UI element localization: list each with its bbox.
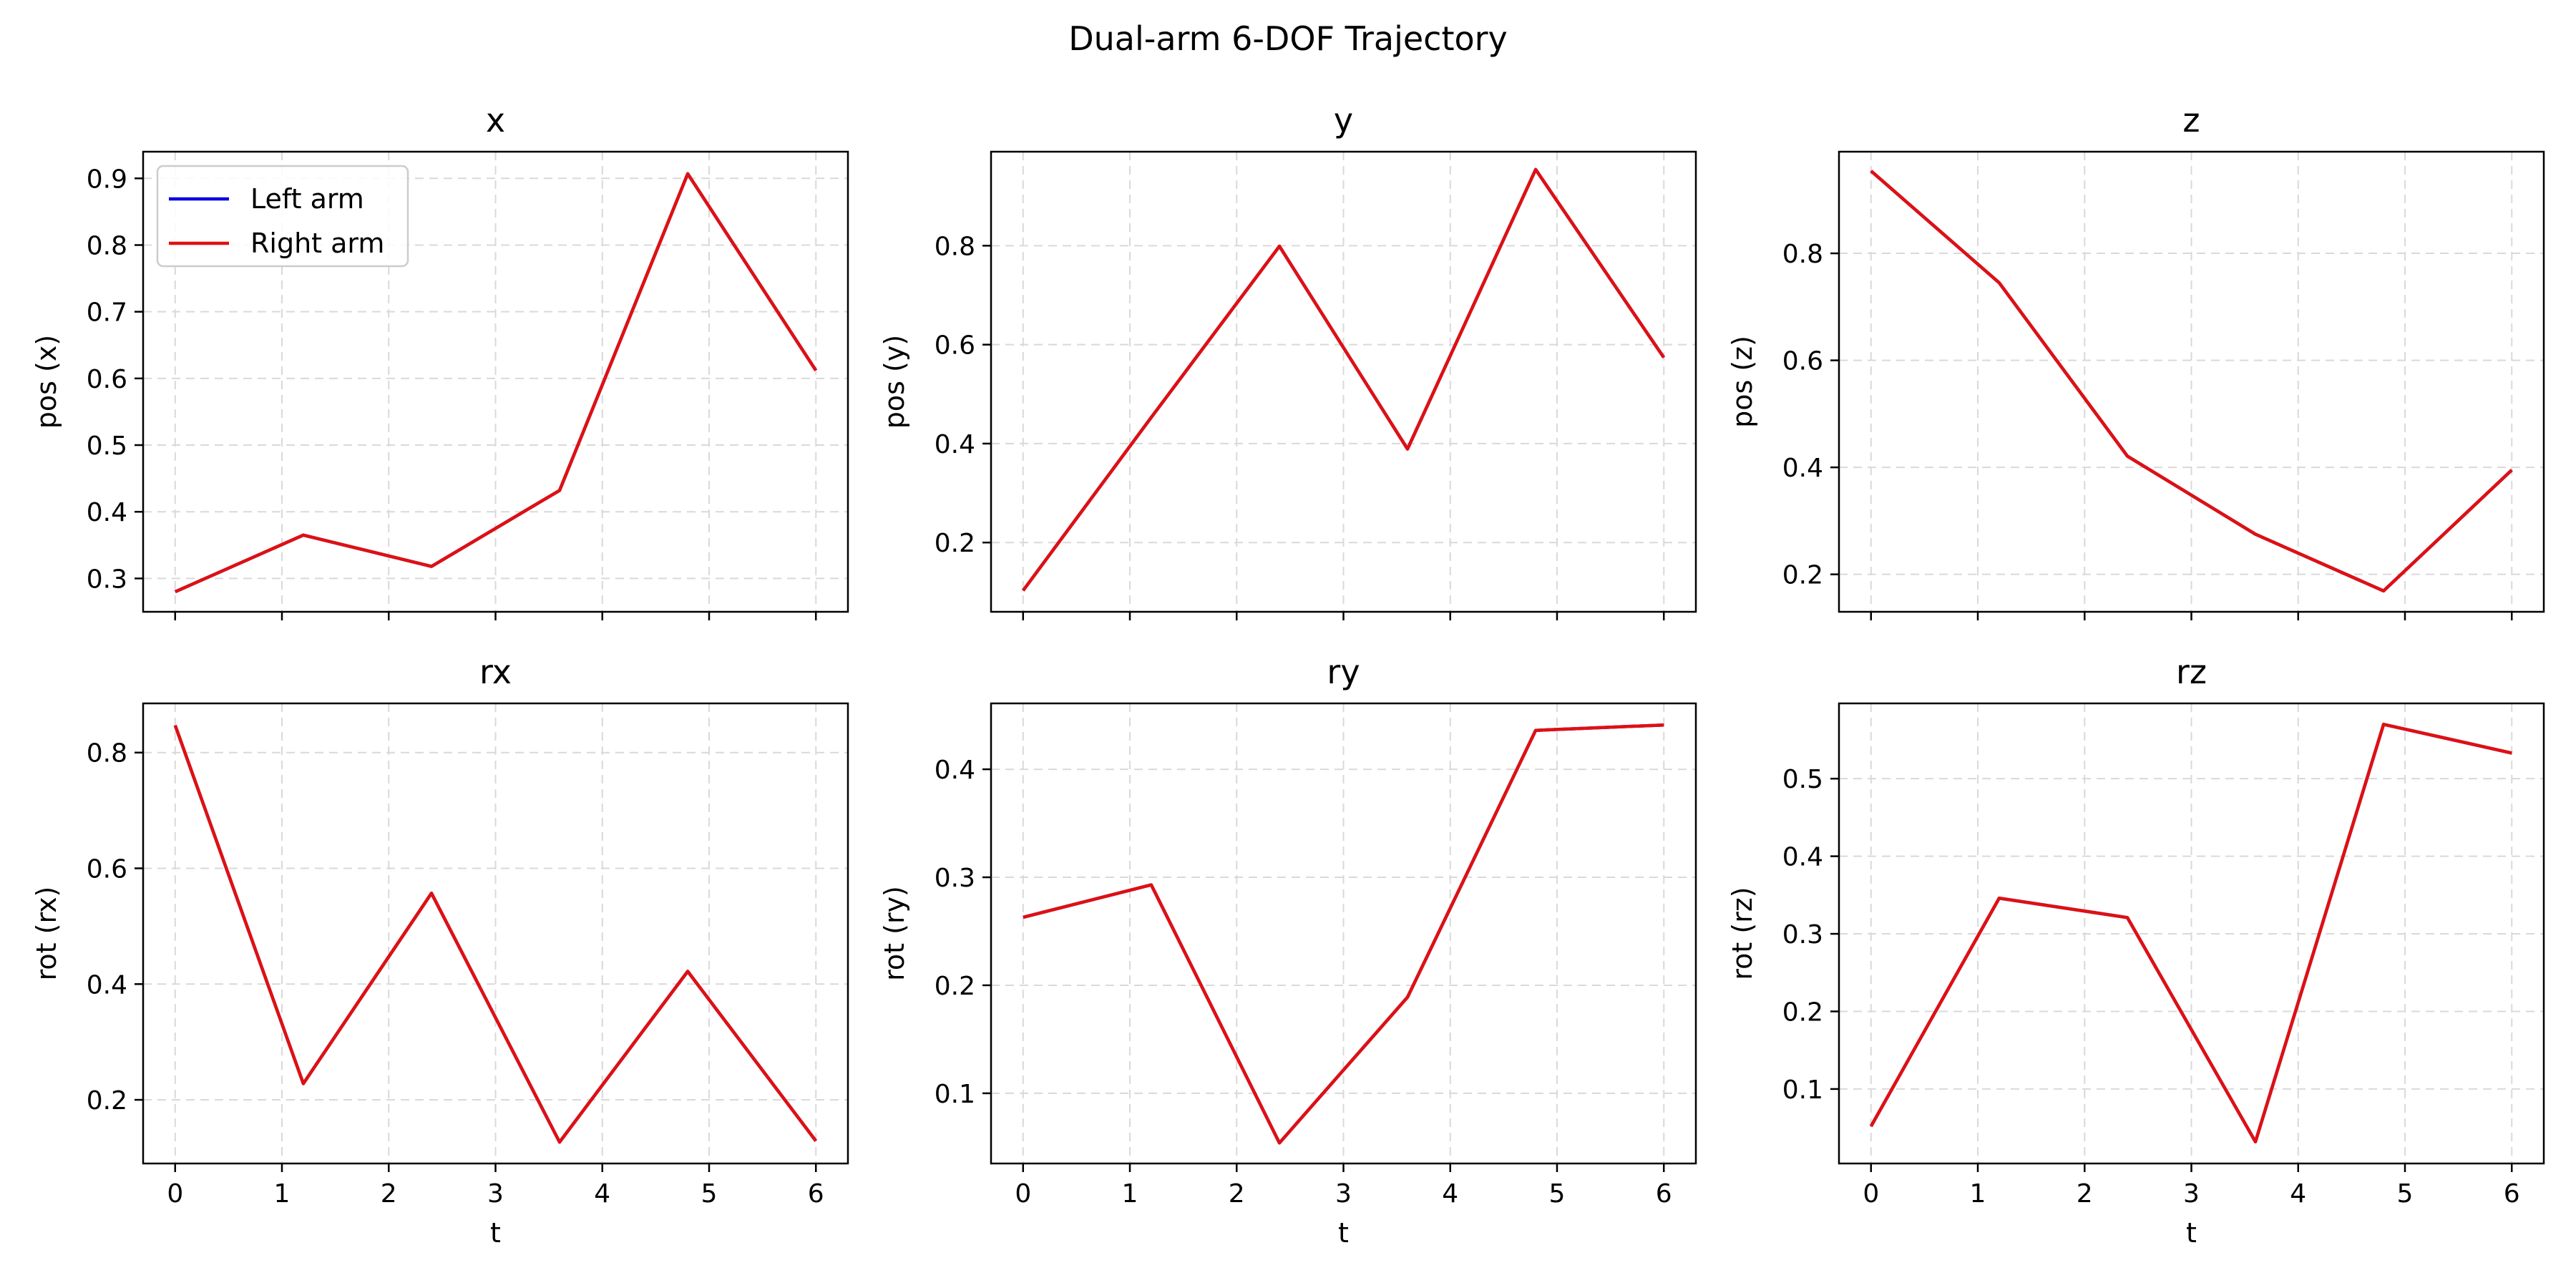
y-axis-label: pos (y) <box>879 335 910 429</box>
x-axis-label: t <box>490 1217 501 1249</box>
figure-title: Dual-arm 6-DOF Trajectory <box>1068 19 1508 58</box>
x-tick-label: 6 <box>808 1179 824 1209</box>
x-tick-label: 3 <box>487 1179 504 1209</box>
y-tick-label: 0.8 <box>87 739 127 769</box>
x-tick-label: 2 <box>381 1179 397 1209</box>
legend-label: Right arm <box>250 228 384 259</box>
y-tick-label: 0.4 <box>87 498 127 527</box>
y-axis-label: rot (rz) <box>1727 887 1758 980</box>
x-tick-label: 3 <box>1335 1179 1352 1209</box>
x-tick-label: 0 <box>1015 1179 1031 1209</box>
y-tick-label: 0.4 <box>87 970 127 1000</box>
y-tick-label: 0.2 <box>935 972 975 1001</box>
subplot-title: x <box>486 101 505 140</box>
subplot-y: 0.2 0.4 0.6 0.8 y pos (y) <box>879 101 1697 620</box>
x-axis-label: t <box>2186 1217 2197 1249</box>
series-line-right-arm <box>174 172 818 594</box>
y-tick-label: 0.5 <box>1782 765 1823 794</box>
x-tick-label: 4 <box>1442 1179 1458 1209</box>
y-tick-label: 0.6 <box>935 331 975 361</box>
subplot-title: rx <box>479 653 512 691</box>
x-tick-label: 6 <box>1656 1179 1672 1209</box>
x-tick-label: 4 <box>2290 1179 2306 1209</box>
series-line-right-arm <box>173 724 817 1144</box>
y-tick-label: 0.8 <box>1782 240 1823 269</box>
y-tick-label: 0.4 <box>935 430 975 459</box>
series-line-right-arm <box>1021 167 1666 592</box>
y-tick-label: 0.6 <box>87 365 127 394</box>
y-tick-label: 0.6 <box>1782 347 1823 376</box>
subplot-grid: 0.3 0.4 0.5 0.6 0.7 0.8 0.9 x pos (x) Left arm Rig… <box>31 101 2545 1249</box>
series-line-right-arm <box>1869 723 2512 1143</box>
legend-label: Left arm <box>250 183 364 215</box>
x-tick-label: 6 <box>2504 1179 2520 1209</box>
y-tick-label: 0.4 <box>935 756 975 785</box>
y-tick-label: 0.9 <box>87 165 127 194</box>
y-tick-label: 0.3 <box>87 565 127 594</box>
x-tick-label: 5 <box>1549 1179 1566 1209</box>
subplot-z: 0.2 0.4 0.6 0.8 z pos (z) <box>1727 101 2545 620</box>
x-tick-label: 5 <box>701 1179 718 1209</box>
subplot-x: 0.3 0.4 0.5 0.6 0.7 0.8 0.9 x pos (x) Left arm Rig… <box>31 101 849 620</box>
x-tick-label: 1 <box>1970 1179 1986 1209</box>
y-axis-label: rot (ry) <box>879 886 910 981</box>
subplot-title: rz <box>2176 653 2207 691</box>
y-tick-label: 0.2 <box>935 529 975 558</box>
y-tick-label: 0.4 <box>1782 454 1823 483</box>
y-tick-label: 0.3 <box>1782 920 1823 950</box>
x-tick-label: 0 <box>1863 1179 1879 1209</box>
x-tick-label: 4 <box>594 1179 610 1209</box>
y-tick-label: 0.7 <box>87 298 127 328</box>
x-tick-label: 2 <box>1229 1179 1245 1209</box>
y-tick-label: 0.8 <box>87 231 127 260</box>
x-tick-label: 2 <box>2077 1179 2093 1209</box>
y-tick-label: 0.2 <box>87 1086 127 1116</box>
subplot-title: y <box>1334 101 1353 140</box>
series-line-right-arm <box>1023 723 1664 1145</box>
subplot-title: z <box>2182 101 2200 140</box>
y-tick-label: 0.2 <box>1782 997 1823 1027</box>
y-tick-label: 0.2 <box>1782 561 1823 590</box>
series-line-right-arm <box>1870 170 2513 593</box>
subplot-rz: 0 1 2 3 4 5 6 0.1 0.2 0.3 0.4 0.5 rz rot (rz) t <box>1727 653 2545 1249</box>
y-tick-label: 0.5 <box>87 431 127 461</box>
y-axis-label: rot (rx) <box>31 887 62 981</box>
subplot-title: ry <box>1327 653 1360 691</box>
x-tick-label: 5 <box>2397 1179 2414 1209</box>
y-tick-label: 0.1 <box>935 1080 975 1109</box>
y-tick-label: 0.3 <box>935 864 975 893</box>
x-axis-label: t <box>1338 1217 1349 1249</box>
y-tick-label: 0.8 <box>935 232 975 261</box>
subplot-ry: 0 1 2 3 4 5 6 0.1 0.2 0.3 0.4 ry rot (ry) t <box>879 653 1697 1249</box>
y-tick-label: 0.6 <box>87 855 127 884</box>
legend: Left arm Right arm <box>156 165 409 268</box>
x-tick-label: 1 <box>274 1179 291 1209</box>
x-tick-label: 0 <box>167 1179 183 1209</box>
y-tick-label: 0.4 <box>1782 843 1823 872</box>
y-axis-label: pos (x) <box>31 335 62 429</box>
y-axis-label: pos (z) <box>1727 336 1758 428</box>
x-tick-label: 3 <box>2183 1179 2200 1209</box>
subplot-rx: 0 1 2 3 4 5 6 0.2 0.4 0.6 0.8 rx rot (rx) t <box>31 653 849 1249</box>
y-tick-label: 0.1 <box>1782 1075 1823 1105</box>
x-tick-label: 1 <box>1122 1179 1138 1209</box>
legend-box <box>156 165 409 268</box>
